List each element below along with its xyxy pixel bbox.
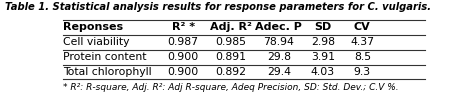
Text: Reponses: Reponses [63, 22, 123, 32]
Text: 78.94: 78.94 [263, 37, 294, 47]
Text: Adec. P: Adec. P [255, 22, 302, 32]
Text: Table 1. Statistical analysis results for response parameters for C. vulgaris.: Table 1. Statistical analysis results fo… [5, 2, 431, 12]
Text: R² *: R² * [172, 22, 195, 32]
Text: 0.891: 0.891 [216, 52, 246, 62]
Text: 0.987: 0.987 [168, 37, 199, 47]
Text: 0.900: 0.900 [168, 67, 199, 77]
Text: 29.4: 29.4 [267, 67, 291, 77]
Text: 9.3: 9.3 [354, 67, 371, 77]
Text: Adj. R²: Adj. R² [210, 22, 252, 32]
Text: 8.5: 8.5 [354, 52, 371, 62]
Text: 29.8: 29.8 [267, 52, 291, 62]
Text: * R²: R-square, Adj. R²: Adj R-square, Adeq Precision, SD: Std. Dev.; C.V %.: * R²: R-square, Adj. R²: Adj R-square, A… [63, 83, 399, 92]
Text: CV: CV [354, 22, 371, 32]
Text: Cell viability: Cell viability [63, 37, 129, 47]
Text: 0.900: 0.900 [168, 52, 199, 62]
Text: 4.37: 4.37 [350, 37, 374, 47]
Text: 3.91: 3.91 [311, 52, 335, 62]
Text: 2.98: 2.98 [311, 37, 335, 47]
Text: 0.892: 0.892 [216, 67, 246, 77]
Text: Total chlorophyll: Total chlorophyll [63, 67, 152, 77]
Text: Protein content: Protein content [63, 52, 146, 62]
Text: 4.03: 4.03 [311, 67, 335, 77]
Text: 0.985: 0.985 [216, 37, 246, 47]
Text: SD: SD [314, 22, 331, 32]
